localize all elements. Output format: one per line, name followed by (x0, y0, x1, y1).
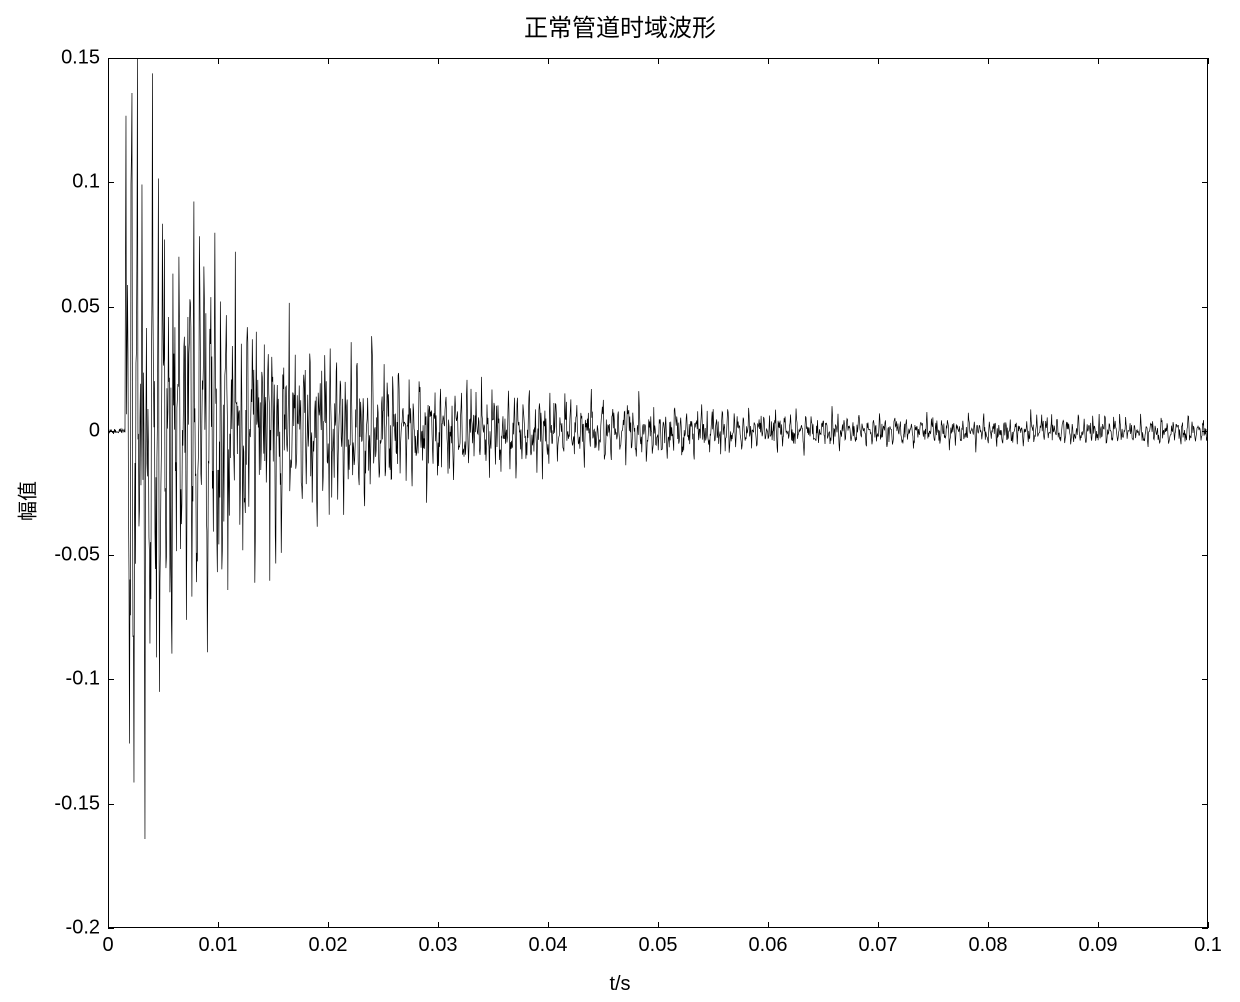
waveform-line (109, 59, 1207, 927)
x-tick (988, 58, 989, 64)
x-tick (1208, 58, 1209, 64)
y-tick-label: 0.05 (61, 295, 100, 318)
y-tick-label: 0 (89, 419, 100, 442)
x-tick (438, 58, 439, 64)
y-tick (108, 182, 114, 183)
y-tick-label: 0.15 (61, 47, 100, 70)
figure: 正常管道时域波形 幅值 0 0.01 0.02 0.03 0.04 0.05 0.06 0.0… (0, 0, 1240, 1002)
chart-title: 正常管道时域波形 (0, 8, 1240, 43)
y-tick (1202, 431, 1208, 432)
x-tick-label: 0.09 (1079, 934, 1118, 957)
x-tick-label: 0.06 (749, 934, 788, 957)
y-tick (108, 679, 114, 680)
y-tick-label: -0.05 (54, 544, 100, 567)
x-tick-label: 0.05 (639, 934, 678, 957)
y-tick (108, 804, 114, 805)
y-tick (108, 307, 114, 308)
y-tick (1202, 58, 1208, 59)
signal-path (109, 59, 1207, 839)
x-tick (218, 922, 219, 928)
y-tick (1202, 928, 1208, 929)
x-tick (1098, 58, 1099, 64)
x-tick-label: 0.07 (859, 934, 898, 957)
y-tick (1202, 307, 1208, 308)
y-tick (108, 928, 114, 929)
y-axis-label: 幅值 (12, 481, 41, 521)
x-tick-label: 0 (102, 934, 113, 957)
x-axis-label: t/s (0, 973, 1240, 996)
y-tick (108, 555, 114, 556)
x-tick (1208, 922, 1209, 928)
x-tick (548, 58, 549, 64)
x-tick (1098, 922, 1099, 928)
y-tick-label: -0.1 (66, 668, 100, 691)
x-tick (218, 58, 219, 64)
x-tick (658, 922, 659, 928)
x-tick (878, 58, 879, 64)
x-tick-label: 0.04 (529, 934, 568, 957)
x-tick-label: 0.1 (1194, 934, 1222, 957)
y-tick (1202, 555, 1208, 556)
x-tick-label: 0.02 (309, 934, 348, 957)
y-tick (1202, 182, 1208, 183)
x-tick (878, 922, 879, 928)
x-tick (768, 58, 769, 64)
y-tick-label: -0.2 (66, 917, 100, 940)
y-tick (108, 58, 114, 59)
x-tick (438, 922, 439, 928)
y-tick-label: 0.1 (72, 171, 100, 194)
x-tick (328, 922, 329, 928)
x-tick (548, 922, 549, 928)
x-tick-label: 0.03 (419, 934, 458, 957)
x-tick (328, 58, 329, 64)
x-tick (988, 922, 989, 928)
y-tick (108, 431, 114, 432)
x-tick-label: 0.08 (969, 934, 1008, 957)
x-tick-label: 0.01 (199, 934, 238, 957)
plot-area (108, 58, 1208, 928)
y-tick (1202, 679, 1208, 680)
x-tick (768, 922, 769, 928)
y-tick-label: -0.15 (54, 792, 100, 815)
x-tick (658, 58, 659, 64)
y-tick (1202, 804, 1208, 805)
